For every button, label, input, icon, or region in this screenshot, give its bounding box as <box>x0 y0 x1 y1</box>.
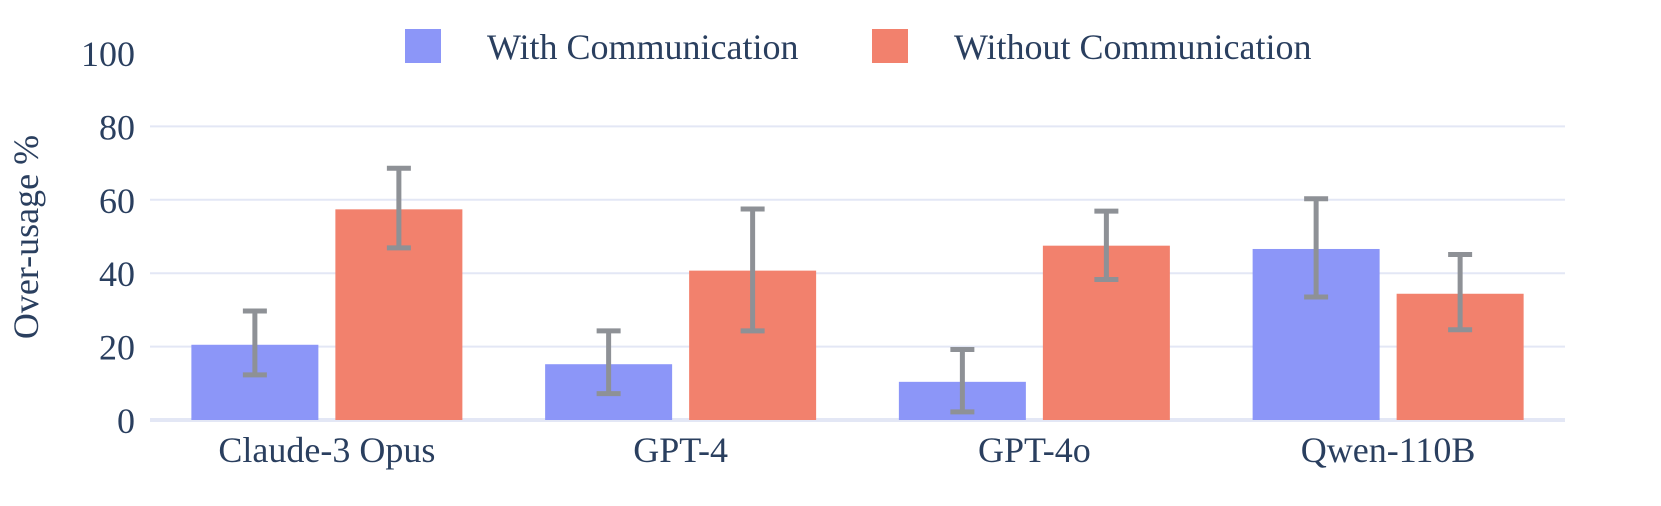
legend-swatch <box>872 29 908 63</box>
legend-swatch <box>405 29 441 63</box>
y-tick-label: 0 <box>117 401 135 441</box>
y-axis-label: Over-usage % <box>6 135 46 339</box>
y-tick-label: 20 <box>99 328 135 368</box>
x-tick-label: GPT-4 <box>633 430 728 470</box>
error-bars <box>242 165 1473 415</box>
x-tick-label: GPT-4o <box>978 430 1091 470</box>
y-axis-ticks: 0 20 40 60 80 100 <box>81 34 135 441</box>
y-tick-label: 40 <box>99 254 135 294</box>
y-tick-label: 80 <box>99 107 135 147</box>
legend-label: Without Communication <box>954 27 1312 67</box>
x-tick-label: Qwen-110B <box>1301 430 1476 470</box>
x-tick-label: Claude-3 Opus <box>218 430 435 470</box>
bars <box>191 209 1524 420</box>
legend: With Communication Without Communication <box>405 27 1312 67</box>
legend-label: With Communication <box>487 27 799 67</box>
x-axis-ticks: Claude-3 Opus GPT-4 GPT-4o Qwen-110B <box>218 430 1475 470</box>
y-tick-label: 100 <box>81 34 135 74</box>
y-tick-label: 60 <box>99 181 135 221</box>
